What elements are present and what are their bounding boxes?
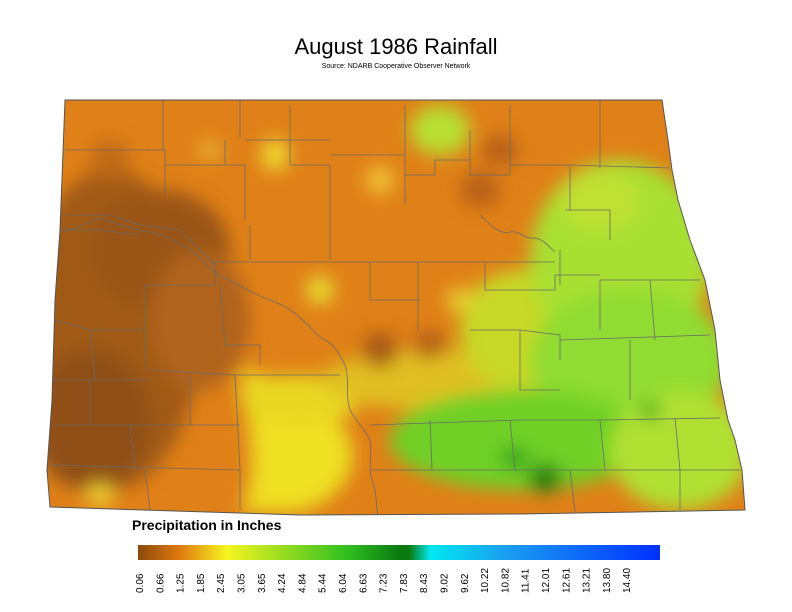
state-outline [46, 99, 746, 516]
legend-title: Precipitation in Inches [132, 517, 282, 533]
map-subtitle: Source: NDARB Cooperative Observer Netwo… [321, 63, 471, 70]
precipitation-surface [47, 100, 745, 515]
legend-color-bar [138, 545, 660, 560]
county-boundaries [49, 100, 740, 515]
map-title: August 1986 Rainfall [294, 34, 498, 59]
